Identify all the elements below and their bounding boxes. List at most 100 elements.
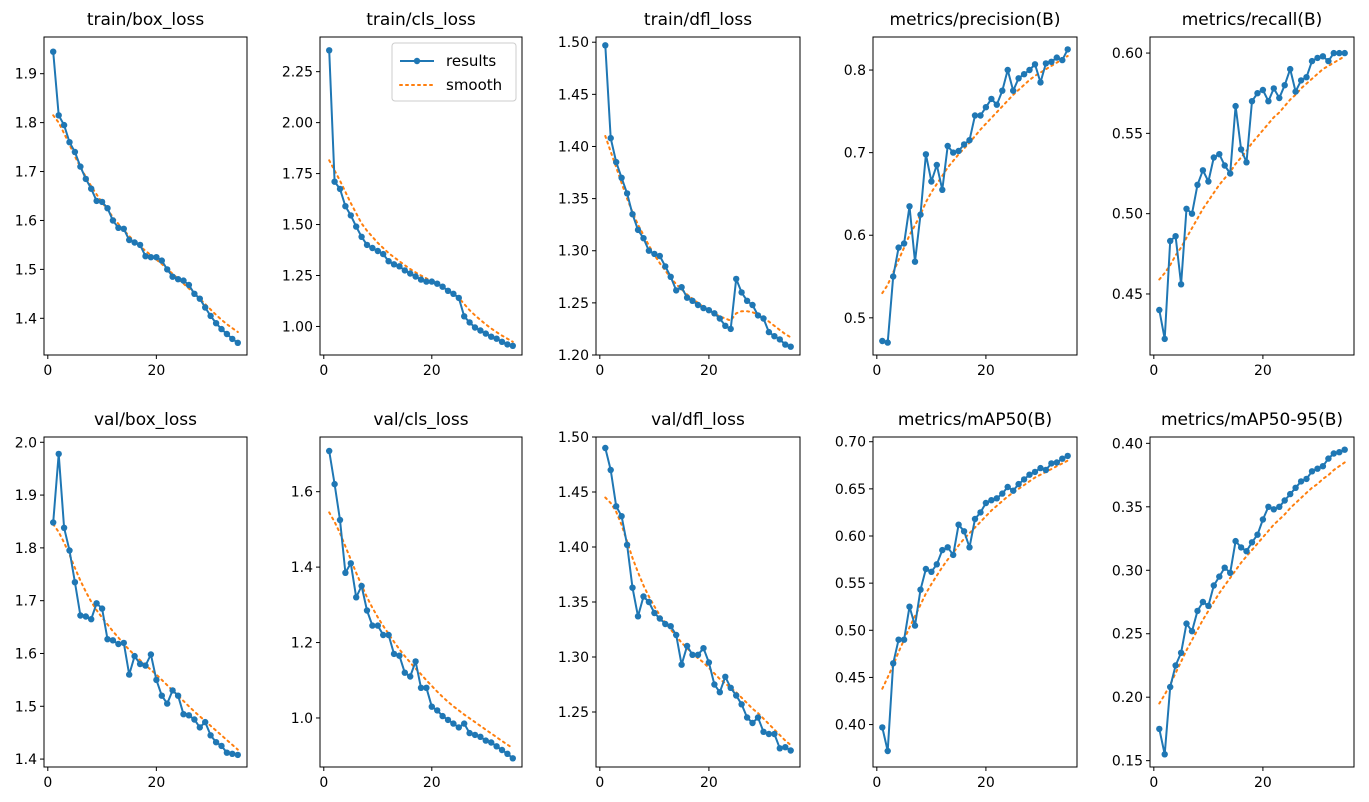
y-tick-label: 1.6 <box>291 485 313 501</box>
y-tick-label: 1.8 <box>15 541 37 557</box>
results-point <box>716 315 723 322</box>
results-point <box>640 593 647 600</box>
results-point <box>471 731 479 739</box>
results-point <box>711 310 718 317</box>
y-tick-label: 1.35 <box>558 595 589 611</box>
results-point <box>711 681 718 688</box>
results-point <box>890 660 897 667</box>
results-point <box>662 263 669 270</box>
results-point <box>1287 490 1294 498</box>
legend-box <box>391 42 517 102</box>
results-point <box>423 684 430 691</box>
x-tick-label: 0 <box>1149 775 1158 791</box>
results-point <box>602 444 609 452</box>
results-point <box>651 250 658 258</box>
results-point <box>412 273 419 280</box>
y-tick-label: 0.20 <box>1112 690 1143 706</box>
results-point <box>1248 539 1256 546</box>
x-tick-label: 20 <box>700 775 718 791</box>
results-point <box>1265 503 1272 510</box>
results-point <box>407 673 414 680</box>
results-point <box>651 609 658 617</box>
results-point <box>1156 306 1163 314</box>
results-point <box>131 652 138 660</box>
results-point <box>444 287 452 294</box>
y-tick-label: 1.4 <box>15 752 37 768</box>
results-point <box>1048 58 1055 65</box>
results-line <box>604 447 792 752</box>
y-tick-label: 1.30 <box>558 650 589 666</box>
results-point <box>776 336 783 343</box>
results-point <box>158 257 165 264</box>
results-point <box>705 659 713 666</box>
y-tick-label: 0.65 <box>835 482 866 498</box>
results-point <box>1161 751 1168 758</box>
results-point <box>77 163 84 170</box>
results-point <box>955 147 962 155</box>
results-point <box>1172 233 1179 240</box>
axes-frame <box>595 436 801 768</box>
results-point <box>66 139 73 146</box>
y-tick-label: 1.9 <box>15 67 37 83</box>
results-point <box>1319 463 1327 470</box>
y-tick-label: 0.55 <box>835 576 866 592</box>
results-point <box>455 294 462 302</box>
results-point <box>950 551 957 559</box>
y-tick-label: 1.20 <box>558 348 589 364</box>
results-point <box>1330 450 1338 457</box>
results-point <box>738 701 745 708</box>
smooth-line <box>52 114 239 333</box>
results-point <box>1330 49 1338 57</box>
results-point <box>482 737 489 744</box>
y-tick-label: 1.5 <box>15 262 37 278</box>
results-point <box>207 732 214 739</box>
results-point <box>977 509 984 516</box>
results-point <box>104 636 111 643</box>
results-point <box>683 294 691 301</box>
results-point <box>93 197 100 205</box>
y-tick-label: 1.7 <box>15 165 37 181</box>
results-point <box>1232 537 1239 545</box>
y-tick-label: 0.55 <box>1112 126 1143 142</box>
panel-metrics-map50-b: metrics/mAP50(B) 0.40 0.45 0.50 0.55 0.60 0.65… <box>835 410 1078 791</box>
y-tick-label: 1.8 <box>15 116 37 132</box>
panel-train-box-loss: train/box_loss 1.4 1.5 1.6 1.7 1.8 1.9 0 20 <box>15 10 248 379</box>
results-point <box>1064 46 1071 53</box>
results-point <box>363 607 371 614</box>
results-point <box>760 728 767 735</box>
results-point <box>223 330 231 338</box>
results-point <box>900 636 908 643</box>
results-point <box>358 582 365 590</box>
results-point <box>60 121 68 129</box>
results-point <box>1325 57 1332 65</box>
results-point <box>743 297 751 304</box>
results-point <box>390 650 398 658</box>
panel-title: train/box_loss <box>87 10 205 30</box>
results-point <box>722 322 729 329</box>
axes-frame <box>43 36 248 356</box>
smooth-line <box>881 459 1069 690</box>
results-point <box>153 676 160 684</box>
panel-title: train/dfl_loss <box>644 10 752 30</box>
results-point <box>1183 620 1190 627</box>
results-point <box>1020 71 1028 78</box>
results-point <box>223 749 231 756</box>
results-point <box>202 304 209 311</box>
results-point <box>202 718 209 726</box>
results-point <box>928 178 935 185</box>
results-point <box>153 254 160 261</box>
results-point <box>196 295 203 302</box>
y-tick-label: 0.50 <box>1112 207 1143 223</box>
results-point <box>185 712 193 719</box>
results-point <box>1281 497 1288 504</box>
results-point <box>727 684 734 691</box>
results-point <box>602 42 609 49</box>
results-point <box>212 739 220 746</box>
results-point <box>120 225 128 232</box>
results-point <box>126 671 133 678</box>
results-point <box>55 112 62 119</box>
y-tick-label: 1.6 <box>15 646 37 662</box>
results-point <box>1037 464 1044 472</box>
results-point <box>504 341 511 348</box>
